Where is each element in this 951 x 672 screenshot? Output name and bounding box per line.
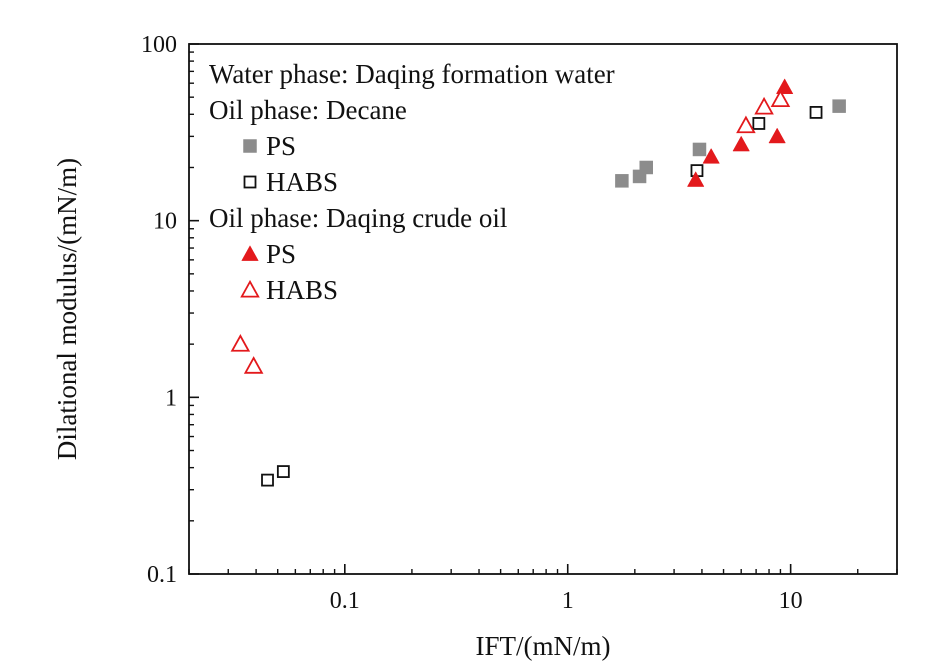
series-1-point	[809, 106, 823, 119]
x-axis-label: IFT/(mN/m)	[476, 631, 611, 661]
plot-frame	[188, 43, 898, 575]
y-axis-label: Dilational modulus/(mN/m)	[52, 158, 82, 460]
legend-marker	[243, 139, 257, 153]
x-tick-label: 1	[562, 588, 574, 614]
legend-marker	[243, 175, 257, 189]
legend-entry-label: HABS	[266, 167, 338, 197]
series-2-point	[775, 78, 794, 94]
series-3-point	[736, 115, 756, 134]
legend-entry-label: HABS	[266, 275, 338, 305]
data-points	[230, 78, 846, 487]
series-3-point	[243, 356, 264, 374]
series-0-point	[615, 174, 629, 188]
series-0-point	[639, 160, 653, 175]
x-tick-label: 0.1	[330, 588, 360, 614]
y-tick-label: 0.1	[147, 562, 177, 588]
series-2-point	[732, 135, 750, 152]
series-3-point	[230, 334, 251, 352]
legend-entry-label: PS	[266, 131, 296, 161]
x-tick-label: 10	[779, 588, 803, 614]
y-axis-ticks: 0.1 1 10 100	[141, 32, 199, 588]
series-3-point	[754, 96, 774, 115]
y-tick-label: 10	[153, 209, 177, 235]
y-tick-label: 1	[165, 385, 177, 411]
legend-marker	[240, 279, 260, 298]
legend-group-title: Water phase: Daqing formation water	[209, 59, 615, 89]
series-1-point	[276, 465, 290, 478]
legend-group-title: Oil phase: Daqing crude oil	[209, 203, 507, 233]
x-axis-ticks: 0.1 1 10	[188, 564, 898, 614]
legend-entry-label: PS	[266, 239, 296, 269]
series-2-point	[768, 127, 786, 144]
series-0-point	[692, 142, 707, 157]
series-1-point	[752, 117, 766, 130]
series-2-point	[687, 171, 705, 187]
y-tick-label: 100	[141, 32, 177, 58]
legend-group-title: Oil phase: Decane	[209, 95, 407, 125]
legend: Water phase: Daqing formation water Oil p…	[209, 59, 615, 305]
series-2-point	[702, 147, 720, 164]
legend-marker	[241, 245, 259, 261]
series-3-point	[770, 89, 791, 108]
series-0-point	[832, 99, 846, 113]
series-1-point	[261, 473, 274, 487]
